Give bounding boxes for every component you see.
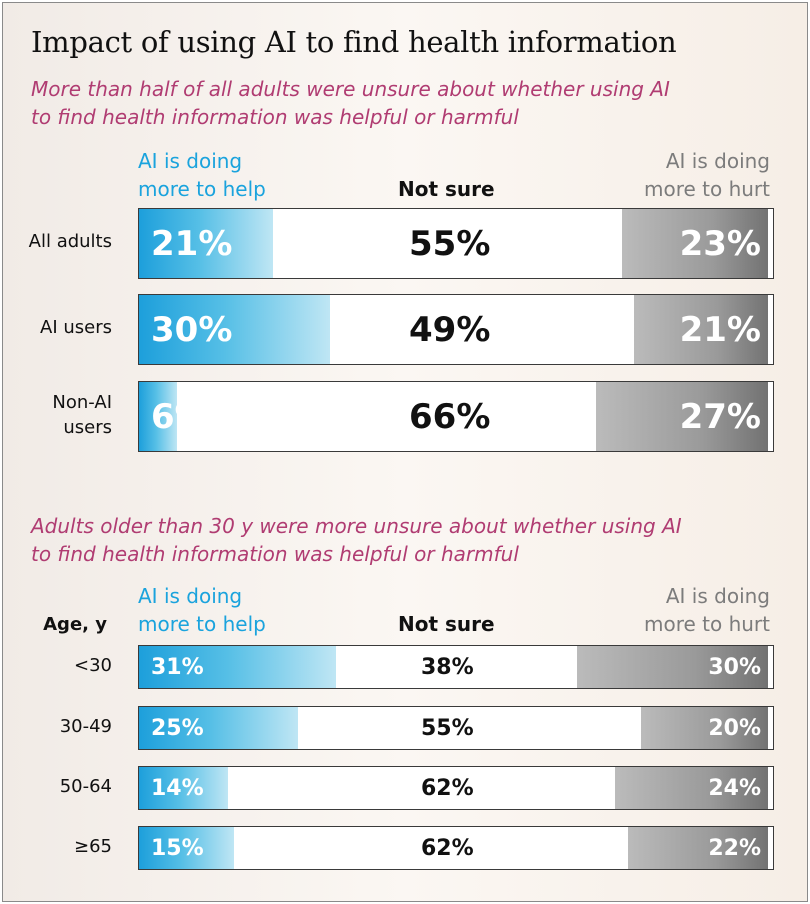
chart-title: Impact of using AI to find health inform… (31, 25, 676, 59)
value-hurt: 30% (708, 646, 761, 688)
row-label-line: AI users (40, 315, 112, 340)
row-label: 50-64 (60, 774, 112, 799)
chart-subtitle: More than half of all adults were unsure… (31, 75, 751, 131)
stacked-bar: 21% 55% 23% (138, 208, 774, 279)
row-label-line: Non-AI (52, 390, 112, 415)
chart-subtitle: Adults older than 30 y were more unsure … (31, 512, 751, 568)
stacked-bar: 15% 62% 22% (138, 826, 774, 870)
legend-hurt-line: AI is doing (644, 147, 770, 175)
legend-help-line: more to help (138, 175, 266, 203)
subtitle-line: More than half of all adults were unsure… (31, 75, 751, 103)
value-not-sure: 62% (399, 767, 541, 809)
row-label: All adults (29, 229, 112, 254)
stacked-bar: 25% 55% 20% (138, 706, 774, 750)
value-not-sure: 62% (399, 827, 541, 869)
value-hurt: 27% (680, 382, 761, 451)
row-label: Non-AI users (52, 390, 112, 440)
row-label-line: users (52, 415, 112, 440)
subtitle-line: Adults older than 30 y were more unsure … (31, 512, 751, 540)
value-help: 25% (151, 707, 204, 749)
row-label: <30 (74, 653, 112, 678)
row-label-line: 50-64 (60, 774, 112, 799)
value-help: 15% (151, 827, 204, 869)
value-help: 21% (151, 209, 232, 278)
value-help: 6% (151, 382, 209, 451)
value-help: 30% (151, 295, 232, 364)
value-hurt: 20% (708, 707, 761, 749)
row-label-line: <30 (74, 653, 112, 678)
row-label: AI users (40, 315, 112, 340)
row-label-line: ≥65 (74, 834, 112, 859)
legend-hurt-line: more to hurt (644, 175, 770, 203)
legend-hurt-line: AI is doing (644, 582, 770, 610)
value-hurt: 22% (708, 827, 761, 869)
stacked-bar: 14% 62% 24% (138, 766, 774, 810)
legend-help: AI is doing more to help (138, 582, 266, 638)
legend-hurt-line: more to hurt (644, 610, 770, 638)
value-help: 31% (151, 646, 204, 688)
value-help: 14% (151, 767, 204, 809)
legend-hurt: AI is doing more to hurt (644, 582, 770, 638)
legend-help: AI is doing more to help (138, 147, 266, 203)
stacked-bar: 30% 49% 21% (138, 294, 774, 365)
value-hurt: 21% (680, 295, 761, 364)
legend-help-line: AI is doing (138, 582, 266, 610)
value-hurt: 24% (708, 767, 761, 809)
value-not-sure: 55% (399, 209, 529, 278)
legend-hurt: AI is doing more to hurt (644, 147, 770, 203)
row-label: 30-49 (60, 714, 112, 739)
legend-help-line: AI is doing (138, 147, 266, 175)
legend-help-line: more to help (138, 610, 266, 638)
value-not-sure: 38% (399, 646, 541, 688)
row-label-line: 30-49 (60, 714, 112, 739)
subtitle-line: to find health information was helpful o… (31, 540, 751, 568)
value-not-sure: 66% (399, 382, 529, 451)
row-label-line: All adults (29, 229, 112, 254)
value-not-sure: 49% (399, 295, 529, 364)
subtitle-line: to find health information was helpful o… (31, 103, 751, 131)
row-label: ≥65 (74, 834, 112, 859)
value-hurt: 23% (680, 209, 761, 278)
legend-not-sure: Not sure (398, 175, 495, 203)
value-not-sure: 55% (399, 707, 541, 749)
stacked-bar: 31% 38% 30% (138, 645, 774, 689)
stacked-bar: 6% 66% 27% (138, 381, 774, 452)
row-header: Age, y (43, 612, 107, 637)
legend-not-sure: Not sure (398, 610, 495, 638)
